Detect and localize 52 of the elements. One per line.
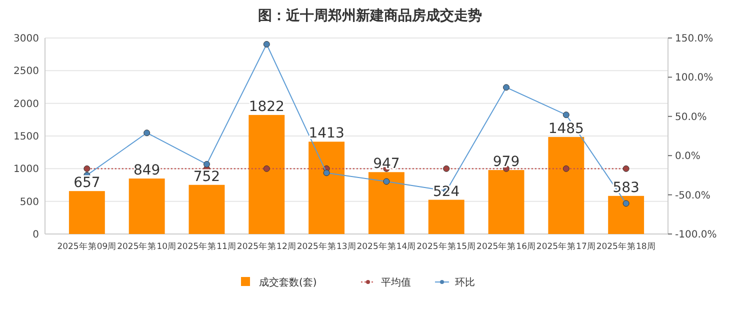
point xyxy=(383,178,390,185)
y-tick-label: 1500 xyxy=(14,132,39,142)
y-tick-label: 1000 xyxy=(14,164,39,176)
point xyxy=(562,112,570,118)
point xyxy=(203,160,210,168)
y-tick-label: 2000 xyxy=(14,98,39,110)
point xyxy=(263,41,270,48)
x-tick-label: 2025年第11周 xyxy=(177,241,236,252)
x-tick-label: 2025年第09周 xyxy=(57,241,117,252)
y2-tick-label: 0.0% xyxy=(675,151,700,162)
bar xyxy=(128,178,165,234)
data-label: 947 xyxy=(373,156,400,172)
y-tick-label: 2500 xyxy=(14,66,39,78)
bar xyxy=(68,191,105,234)
x-tick-label: 2025年第15周 xyxy=(416,241,476,252)
data-label: 979 xyxy=(492,154,520,170)
y2-tick-label: -100.0% xyxy=(675,230,717,240)
y2-tick-label: -50.0% xyxy=(675,190,710,202)
legend-label: 平均值 xyxy=(381,276,411,288)
bar xyxy=(248,114,285,234)
point xyxy=(503,84,510,91)
bar xyxy=(308,142,345,234)
y2-tick-label: 150.0% xyxy=(675,34,714,44)
bar xyxy=(188,184,225,234)
y-tick-label: 3000 xyxy=(14,34,39,44)
point xyxy=(323,170,330,176)
x-tick-label: 2025年第18周 xyxy=(596,241,656,252)
x-tick-label: 2025年第16周 xyxy=(476,241,536,252)
chart-title: 图：近十周郑州新建商品房成交走势 xyxy=(258,7,482,24)
bar xyxy=(608,196,644,234)
x-tick-label: 2025年第12周 xyxy=(236,241,296,252)
bar xyxy=(368,172,404,234)
bar xyxy=(488,170,524,234)
x-tick-label: 2025年第13周 xyxy=(296,241,356,252)
y2-tick-label: 100.0% xyxy=(675,72,714,84)
bar xyxy=(428,200,464,234)
data-label: 657 xyxy=(74,175,100,192)
data-label: 1413 xyxy=(308,126,344,142)
point xyxy=(144,130,150,136)
point xyxy=(622,200,630,207)
data-label: 1822 xyxy=(248,98,284,115)
y2-tick-label: 50.0% xyxy=(675,112,707,123)
x-tick-label: 2025年第14周 xyxy=(356,241,416,252)
x-tick-label: 2025年第10周 xyxy=(117,241,177,252)
data-label: 849 xyxy=(133,162,160,179)
data-label: 752 xyxy=(193,168,220,185)
legend-label: 环比 xyxy=(455,276,475,288)
y-tick-label: 500 xyxy=(20,196,39,208)
y-tick-label: 0 xyxy=(32,230,39,240)
bar xyxy=(548,136,584,234)
x-tick-label: 2025年第17周 xyxy=(536,241,596,252)
legend-label: 成交套数(套) xyxy=(259,276,317,288)
